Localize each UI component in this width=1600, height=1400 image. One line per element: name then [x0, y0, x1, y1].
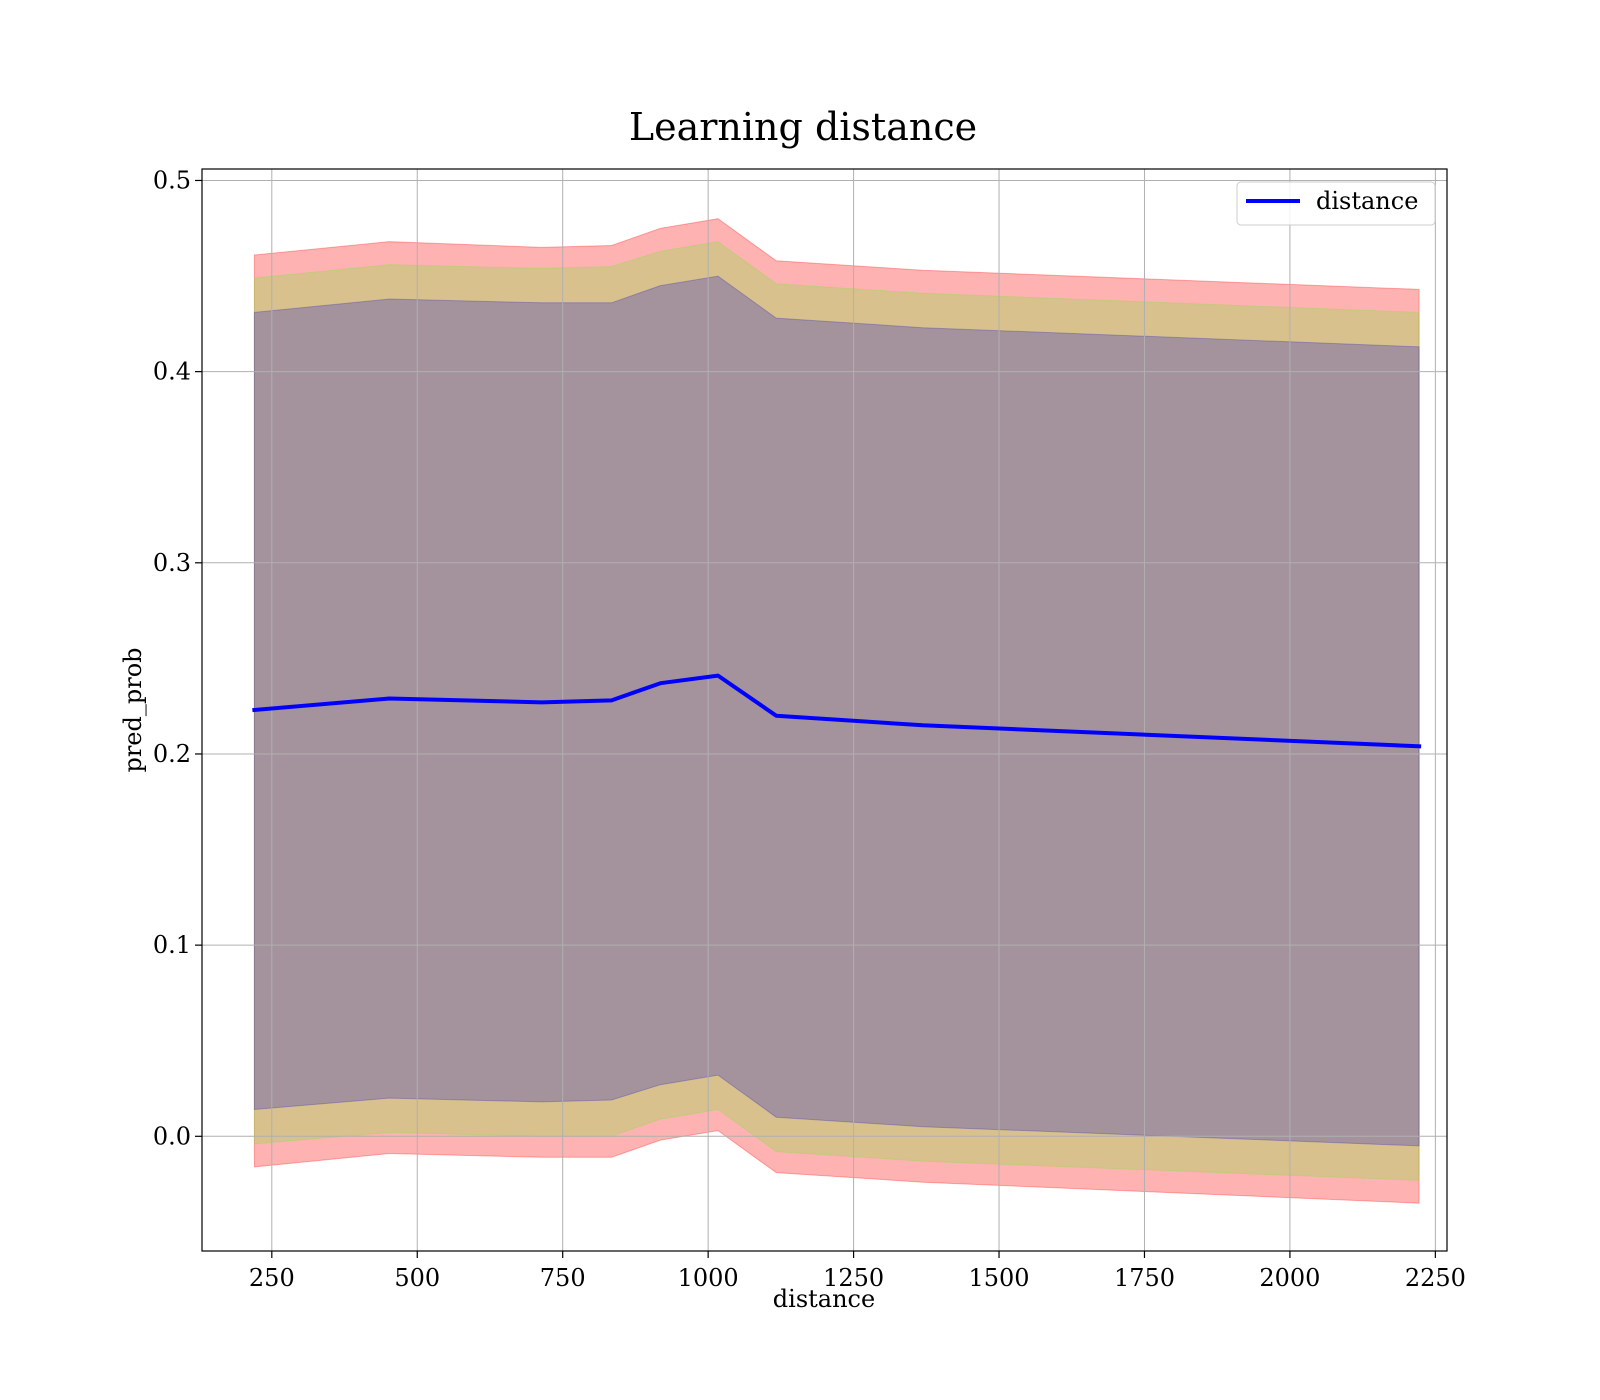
x-tick-label: 1500 [968, 1264, 1029, 1292]
legend-frame [1236, 181, 1436, 226]
y-axis-label: pred_prob [119, 647, 147, 772]
y-tick-label: 0.3 [153, 549, 191, 577]
confidence-bands [253, 218, 1420, 1204]
x-tick-label: 500 [394, 1264, 440, 1292]
x-tick-label: 2250 [1405, 1264, 1466, 1292]
y-axis-ticks: 0.0 0.1 0.2 0.3 0.4 0.5 [153, 166, 202, 1150]
x-tick-label: 1750 [1114, 1264, 1175, 1292]
x-tick-label: 250 [249, 1264, 295, 1292]
grid [202, 169, 1447, 1251]
x-axis-ticks: 250 500 750 1000 1250 1500 1750 2000 2250 [249, 1251, 1466, 1292]
series-line-0 [252, 673, 1422, 749]
y-tick-label: 0.0 [153, 1122, 191, 1150]
x-tick-label: 1250 [823, 1264, 884, 1292]
plot-frame [201, 168, 1448, 1252]
legend-label: distance [1316, 187, 1418, 215]
y-tick-label: 0.1 [153, 931, 191, 959]
x-tick-label: 2000 [1259, 1264, 1320, 1292]
x-tick-label: 750 [540, 1264, 586, 1292]
x-axis-label: distance [773, 1285, 875, 1313]
chart-title: Learning distance [629, 105, 977, 149]
x-tick-label: 1000 [678, 1264, 739, 1292]
band-2 [253, 275, 1420, 1147]
series-lines [252, 673, 1422, 749]
y-tick-label: 0.4 [153, 358, 191, 386]
legend: distance [1236, 181, 1436, 226]
band-0 [253, 218, 1420, 1204]
y-tick-label: 0.2 [153, 740, 191, 768]
y-tick-label: 0.5 [153, 166, 191, 194]
